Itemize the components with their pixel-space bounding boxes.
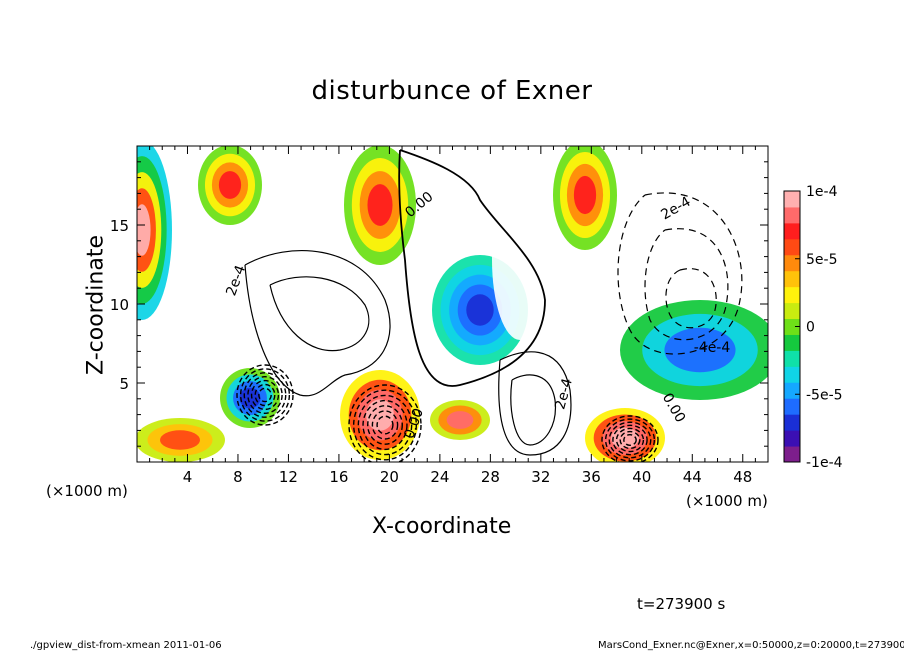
x-tick-label: 20 [380, 468, 399, 486]
time-label: t=273900 s [637, 595, 726, 613]
contour-line [498, 351, 572, 456]
contour-ring [623, 434, 637, 446]
colorbar-tick-label: -1e-4 [806, 455, 843, 471]
x-tick-label: 32 [531, 468, 550, 486]
colorbar-swatch [784, 334, 800, 351]
colorbar-swatch [784, 382, 800, 399]
x-tick-label: 28 [481, 468, 500, 486]
contour-ring [608, 421, 652, 459]
contour-ring [371, 410, 399, 440]
x-tick-label: 40 [632, 468, 651, 486]
y-axis-label: Z-coordinate [83, 235, 109, 375]
footer-right: MarsCond_Exner.nc@Exner,x=0:50000,z=0:20… [598, 640, 904, 651]
field-layer [137, 146, 768, 462]
field-band-0-4 [137, 204, 151, 256]
colorbar-swatch [784, 446, 800, 463]
contour-ring [236, 364, 294, 426]
field-white-2 [245, 250, 355, 330]
colorbar-swatch [784, 318, 800, 335]
colorbar-swatch [784, 254, 800, 272]
contour-ring [612, 424, 648, 456]
field-band-8-2 [446, 411, 474, 429]
contour-line [510, 374, 557, 446]
contour-line [398, 149, 546, 387]
colorbar-swatch [784, 270, 800, 288]
y-tick-label: 10 [110, 296, 129, 314]
contour-ring [258, 387, 272, 403]
y-tick-label: 15 [110, 217, 129, 235]
contour-ring [615, 427, 645, 453]
contour-ring [376, 415, 394, 435]
contour-line [665, 268, 717, 329]
colorbar-swatch [784, 238, 800, 256]
chart-title: disturbunce of Exner [311, 76, 593, 106]
contour-line [644, 228, 729, 341]
contour-ring [601, 415, 659, 462]
contour-line [244, 250, 391, 397]
x-tick-label: 44 [683, 468, 702, 486]
colorbar-swatch [784, 366, 800, 383]
colorbar-swatch [784, 222, 800, 240]
contour-ring [247, 376, 283, 415]
footer-left: ./gpview_dist-from-xmean 2011-01-06 [30, 640, 222, 651]
x-axis-label: X-coordinate [372, 514, 512, 539]
contour-ring [239, 368, 291, 422]
contour-ring [243, 372, 287, 418]
colorbar-tick-label: 0 [806, 320, 815, 336]
field-white-1 [650, 202, 760, 258]
contour-ring [619, 430, 641, 450]
colorbar-tick-label: 5e-5 [806, 252, 837, 268]
x-tick-label: 16 [329, 468, 348, 486]
colorbar-swatch [784, 191, 800, 208]
x-tick-label: 4 [183, 468, 193, 486]
colorbar-swatch [784, 398, 800, 415]
colorbar-swatch [784, 302, 800, 320]
colorbar-tick-label: 1e-4 [806, 184, 838, 200]
colorbar-swatch [784, 430, 800, 447]
contour-label: -4e-4 [694, 340, 731, 356]
x-tick-label: 8 [233, 468, 243, 486]
y-tick-label: 5 [119, 375, 129, 393]
field-band-10-2 [160, 430, 200, 450]
contour-layer [236, 149, 743, 462]
colorbar-swatch [784, 414, 800, 431]
contour-ring [352, 389, 418, 461]
field-band-9-2 [664, 327, 736, 373]
contour-ring [348, 384, 422, 462]
contour-label: 2e-4 [552, 377, 576, 412]
x-tick-label: 36 [582, 468, 601, 486]
contour-ring [254, 383, 276, 407]
field-white-0 [492, 180, 548, 340]
contour-line [617, 192, 743, 355]
contour-ring [250, 379, 280, 411]
field-band-2-3 [367, 184, 393, 226]
colorbar: 1e-4 5e-5 0 -5e-5 -1e-4 [783, 184, 843, 471]
colorbar-swatch [784, 206, 800, 224]
field-band-4-4 [466, 294, 494, 326]
x-tick-label: 24 [430, 468, 449, 486]
colorbar-swatch [784, 286, 800, 304]
colorbar-swatch [784, 350, 800, 367]
x-axis-unit-left: (×1000 m) [46, 482, 128, 500]
contour-line [269, 276, 370, 352]
colorbar-tick-label: -5e-5 [806, 387, 843, 403]
field-band-1-3 [218, 171, 242, 199]
contour-ring [604, 418, 656, 462]
field-white-3 [137, 358, 188, 402]
contour-ring [357, 394, 413, 456]
x-tick-label: 12 [279, 468, 298, 486]
field-band-3-3 [573, 175, 597, 215]
x-tick-label: 48 [733, 468, 752, 486]
contour-ring [367, 405, 403, 445]
x-axis-unit-right: (×1000 m) [686, 492, 768, 510]
contour-ring [362, 399, 408, 451]
